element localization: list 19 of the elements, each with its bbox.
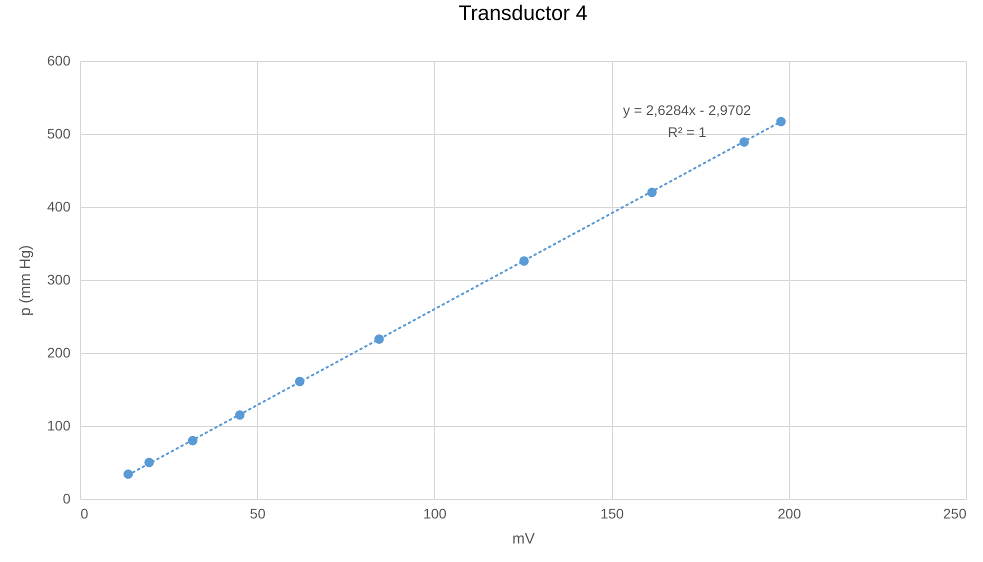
y-tick-label: 500 — [47, 126, 71, 142]
x-axis-title: mV — [512, 530, 535, 548]
x-tick-label: 150 — [600, 506, 624, 522]
y-tick-label: 100 — [47, 418, 71, 434]
x-tick-label: 250 — [943, 506, 967, 522]
x-tick-label: 100 — [423, 506, 447, 522]
y-axis-title: p (mm Hg) — [17, 245, 34, 316]
y-tick-label: 300 — [47, 272, 71, 288]
x-tick-label: 0 — [80, 506, 88, 522]
x-tick-label: 50 — [250, 506, 266, 522]
annotation: R² = 1 — [668, 124, 706, 140]
chart-title: Transductor 4 — [458, 2, 588, 25]
x-tick-label: 200 — [778, 506, 802, 522]
y-tick-label: 400 — [47, 198, 71, 214]
point — [776, 116, 786, 126]
y-tick-label: 200 — [47, 344, 71, 360]
annotation: y = 2,6284x - 2,9702 — [622, 102, 752, 118]
y-tick-label: 600 — [47, 52, 71, 68]
y-tick-label: 0 — [62, 490, 71, 506]
